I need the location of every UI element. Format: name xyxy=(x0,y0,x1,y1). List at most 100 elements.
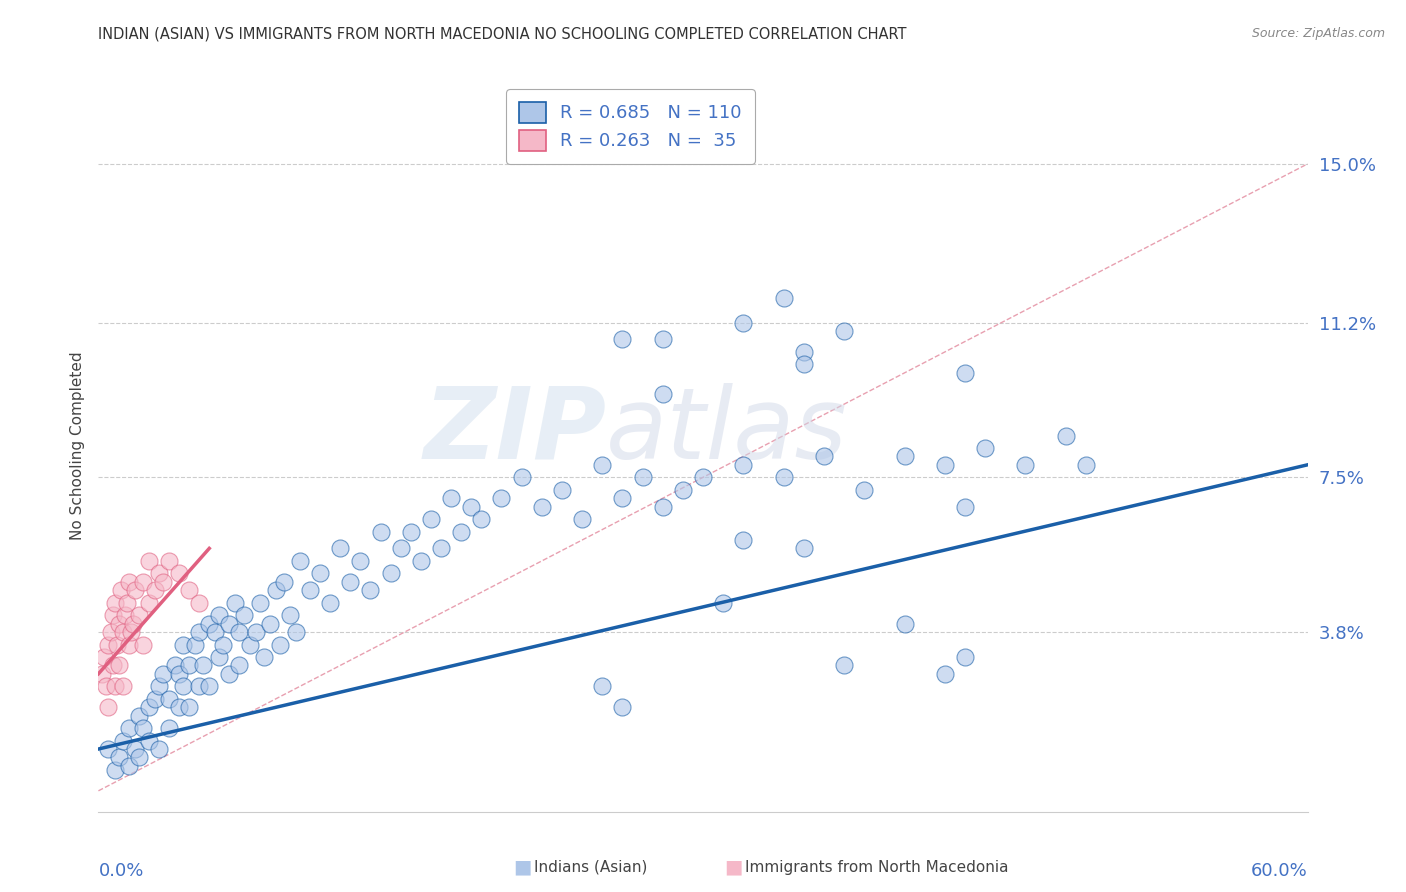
Point xyxy=(118,758,141,772)
Point xyxy=(120,625,142,640)
Point xyxy=(204,625,226,640)
Point xyxy=(591,458,613,472)
Point xyxy=(107,616,129,631)
Point xyxy=(793,345,815,359)
Point xyxy=(953,650,976,665)
Point xyxy=(97,700,120,714)
Point xyxy=(96,679,118,693)
Point xyxy=(208,608,231,623)
Point xyxy=(651,333,673,347)
Point xyxy=(228,658,250,673)
Point xyxy=(152,666,174,681)
Point xyxy=(269,638,291,652)
Point xyxy=(148,566,170,581)
Point xyxy=(380,566,402,581)
Point xyxy=(612,333,634,347)
Point xyxy=(309,566,332,581)
Point xyxy=(128,708,150,723)
Point xyxy=(491,491,513,506)
Point xyxy=(105,638,128,652)
Point xyxy=(245,625,267,640)
Point xyxy=(893,450,915,464)
Point xyxy=(152,574,174,589)
Point xyxy=(409,554,432,568)
Point xyxy=(259,616,281,631)
Point xyxy=(530,500,553,514)
Point xyxy=(118,638,141,652)
Point xyxy=(167,700,190,714)
Point xyxy=(132,721,155,735)
Point xyxy=(107,750,129,764)
Point xyxy=(273,574,295,589)
Point xyxy=(711,596,734,610)
Point xyxy=(143,691,166,706)
Point xyxy=(953,500,976,514)
Point xyxy=(128,608,150,623)
Point xyxy=(179,583,201,598)
Point xyxy=(128,750,150,764)
Text: atlas: atlas xyxy=(606,383,848,480)
Point xyxy=(107,658,129,673)
Legend: R = 0.685   N = 110, R = 0.263   N =  35: R = 0.685 N = 110, R = 0.263 N = 35 xyxy=(506,89,755,163)
Point xyxy=(157,721,180,735)
Text: 0.0%: 0.0% xyxy=(98,862,143,880)
Point xyxy=(188,625,211,640)
Point xyxy=(114,608,136,623)
Text: Immigrants from North Macedonia: Immigrants from North Macedonia xyxy=(745,860,1008,874)
Point xyxy=(167,566,190,581)
Point xyxy=(389,541,412,556)
Point xyxy=(179,700,201,714)
Point xyxy=(253,650,276,665)
Text: ■: ■ xyxy=(724,857,742,877)
Point xyxy=(631,470,654,484)
Point xyxy=(349,554,371,568)
Point xyxy=(157,554,180,568)
Point xyxy=(470,512,492,526)
Point xyxy=(172,638,194,652)
Point xyxy=(264,583,287,598)
Point xyxy=(651,386,673,401)
Point xyxy=(121,616,143,631)
Point xyxy=(103,679,125,693)
Point xyxy=(284,625,307,640)
Point xyxy=(111,733,134,747)
Point xyxy=(93,650,115,665)
Point xyxy=(97,638,120,652)
Text: ZIP: ZIP xyxy=(423,383,606,480)
Point xyxy=(111,679,134,693)
Point xyxy=(430,541,453,556)
Point xyxy=(100,625,122,640)
Point xyxy=(224,596,246,610)
Point xyxy=(299,583,322,598)
Point xyxy=(249,596,271,610)
Point xyxy=(672,483,695,497)
Point xyxy=(551,483,574,497)
Point xyxy=(110,583,132,598)
Point xyxy=(101,658,124,673)
Point xyxy=(319,596,342,610)
Point xyxy=(148,679,170,693)
Point xyxy=(143,583,166,598)
Point xyxy=(974,441,997,455)
Point xyxy=(733,458,755,472)
Point xyxy=(232,608,254,623)
Point xyxy=(733,316,755,330)
Point xyxy=(115,596,138,610)
Point xyxy=(218,666,240,681)
Text: ■: ■ xyxy=(513,857,531,877)
Point xyxy=(733,533,755,547)
Point xyxy=(1014,458,1036,472)
Point xyxy=(138,596,160,610)
Text: Indians (Asian): Indians (Asian) xyxy=(534,860,648,874)
Point xyxy=(772,470,794,484)
Point xyxy=(460,500,482,514)
Point xyxy=(651,500,673,514)
Point xyxy=(91,666,114,681)
Point xyxy=(591,679,613,693)
Point xyxy=(934,666,956,681)
Point xyxy=(103,763,125,777)
Point xyxy=(953,366,976,380)
Point xyxy=(124,742,146,756)
Point xyxy=(184,638,207,652)
Point xyxy=(440,491,463,506)
